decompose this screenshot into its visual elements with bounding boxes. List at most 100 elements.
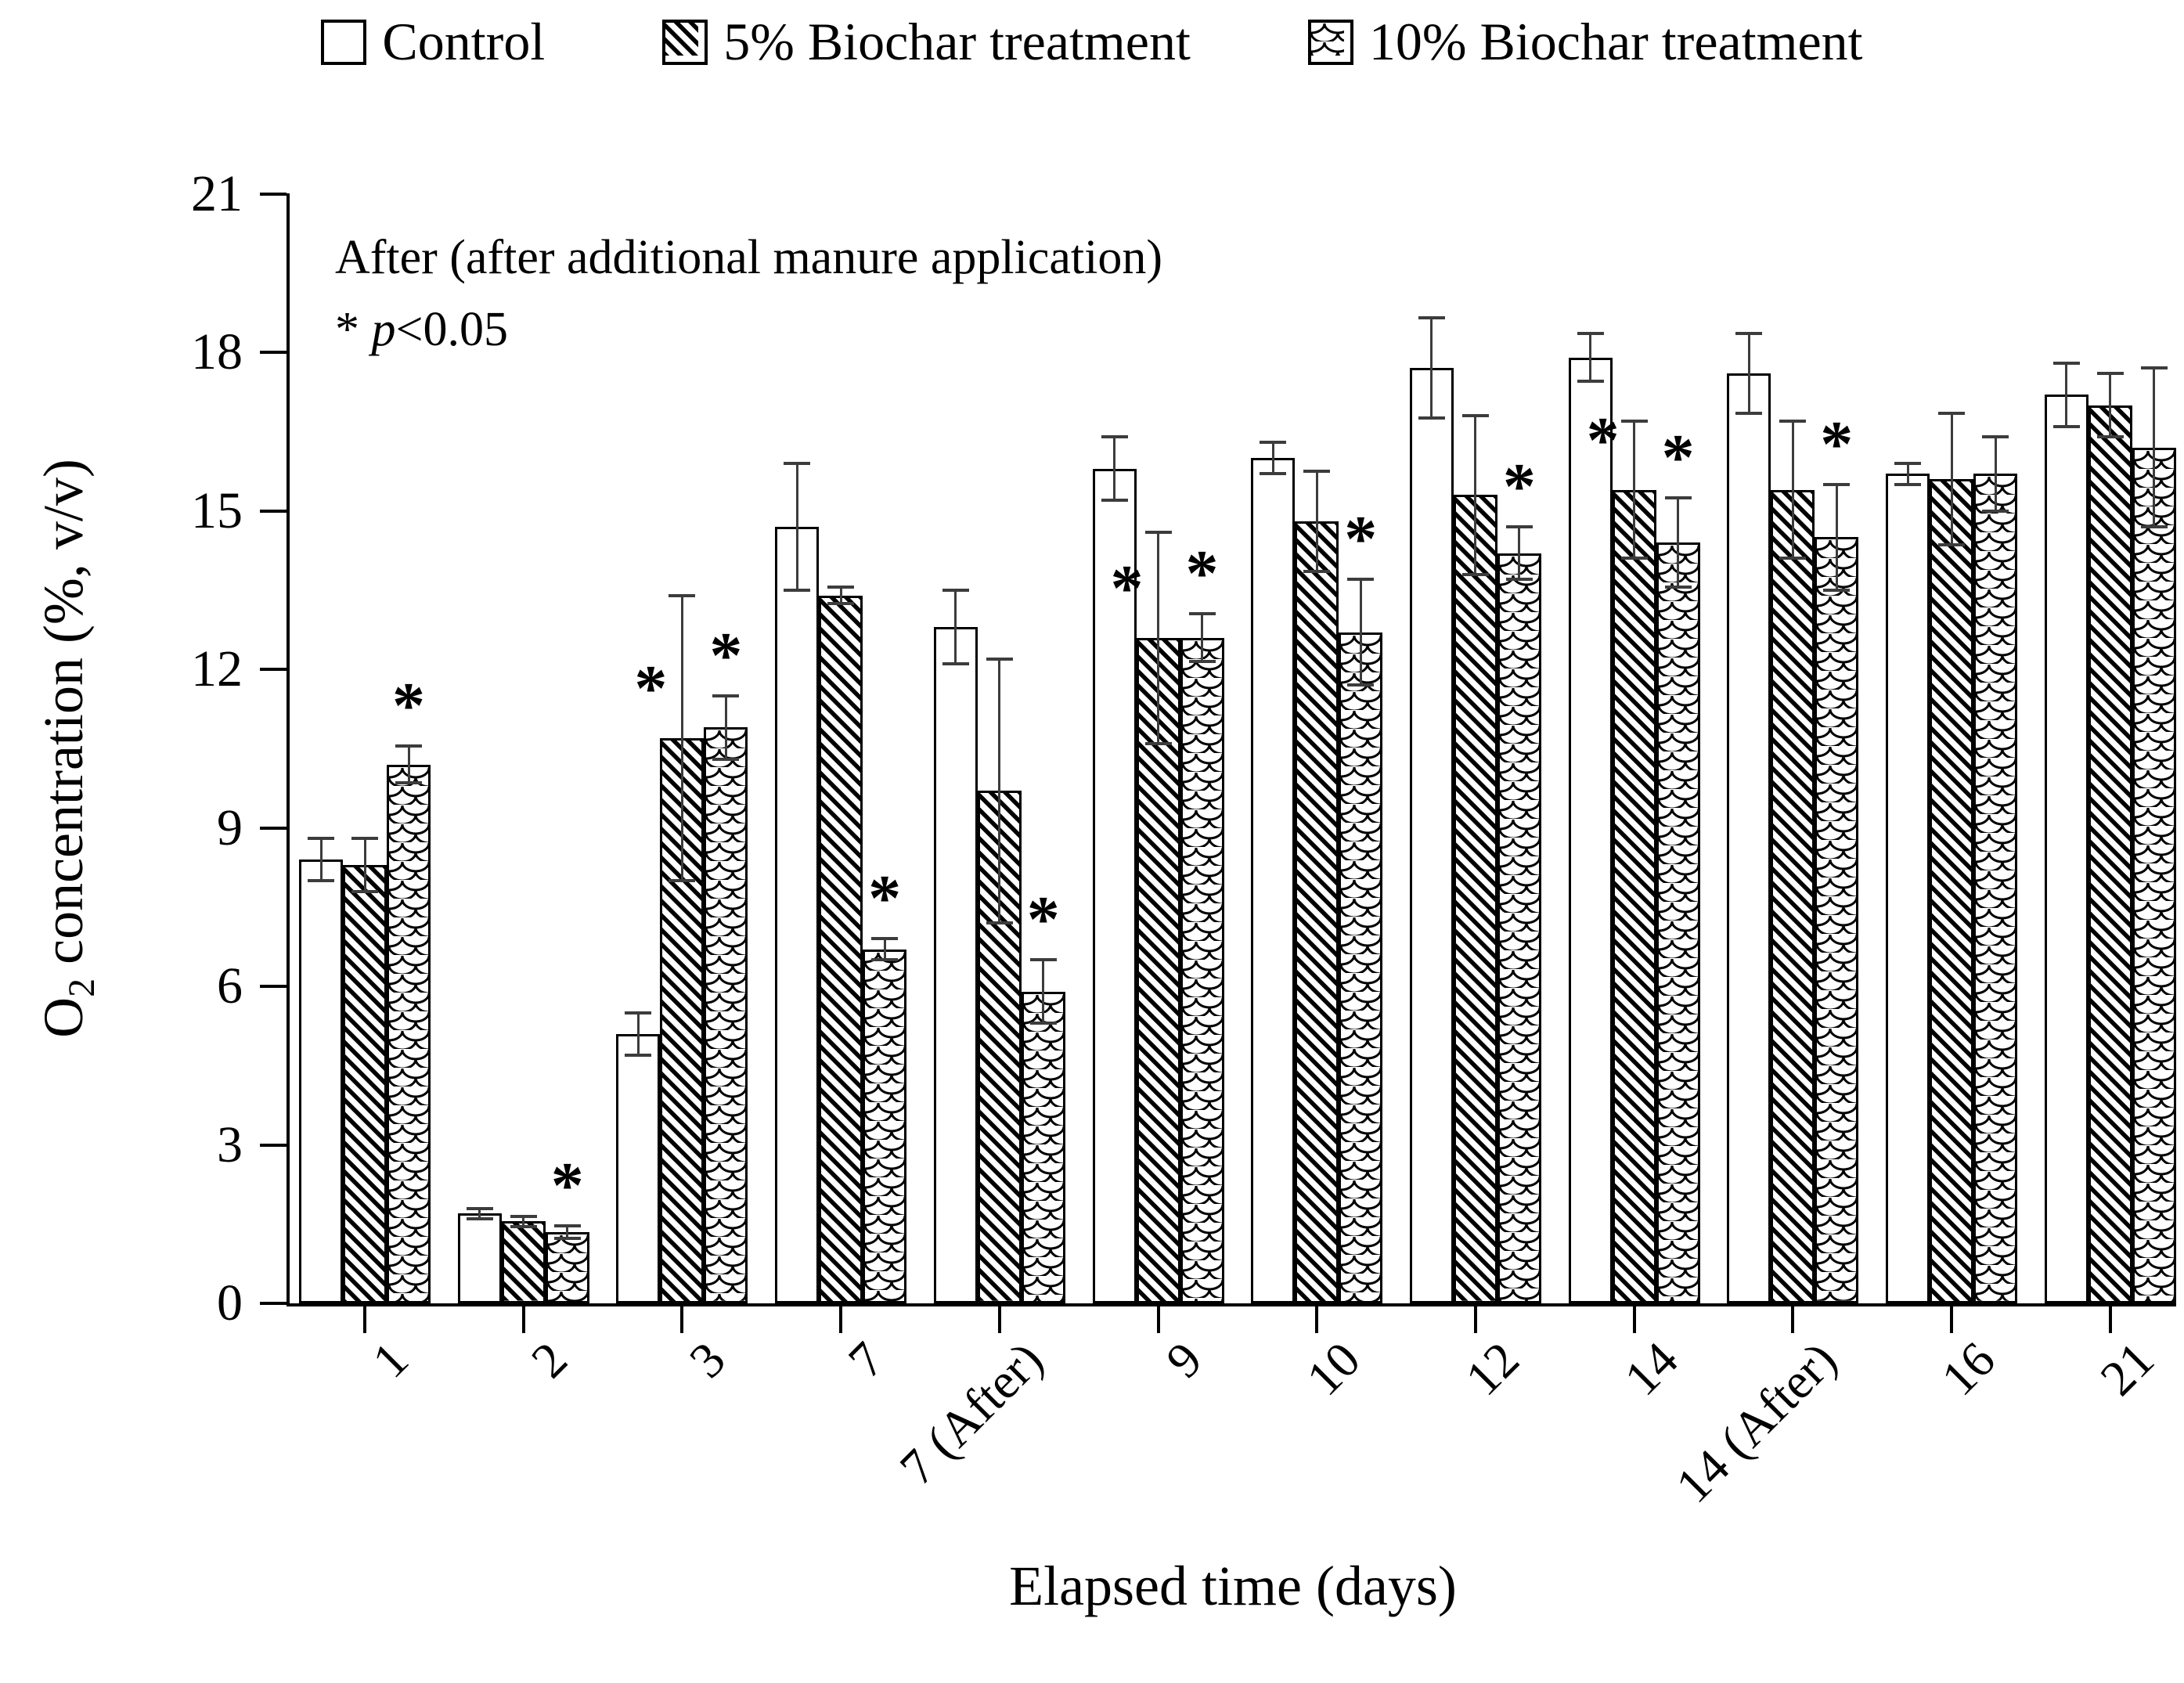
legend-item-5-biochar: 5% Biochar treatment	[662, 11, 1191, 73]
error-cap-bottom	[942, 662, 969, 666]
sig-star-10-biochar-treatment-day-12: *	[1502, 449, 1536, 523]
error-cap-top	[1188, 612, 1216, 616]
y-tick-label-6: 6	[217, 957, 243, 1014]
error-cap-top	[395, 744, 422, 748]
error-bar-control-day-3	[636, 1012, 640, 1055]
x-axis-line	[287, 1303, 2176, 1306]
bar-control-day-16	[1886, 474, 1930, 1303]
error-cap-top	[1347, 578, 1375, 582]
error-cap-bottom	[827, 601, 855, 605]
error-bar-5-biochar-treatment-day-1	[363, 838, 366, 892]
bar-10-biochar-treatment-day-9	[1180, 637, 1224, 1303]
x-tick-2	[521, 1303, 525, 1333]
y-tick-label-21: 21	[191, 164, 243, 222]
error-cap-top	[1260, 440, 1287, 444]
error-bar-control-day-10	[1271, 441, 1274, 474]
error-cap-bottom	[784, 588, 811, 592]
legend-label-control: Control	[382, 12, 546, 71]
error-cap-top	[1823, 482, 1851, 486]
x-tick-1	[363, 1303, 366, 1333]
error-cap-bottom	[625, 1053, 652, 1057]
legend-swatch-plain-icon	[321, 19, 367, 65]
error-bar-5-biochar-treatment-day-7	[839, 587, 842, 604]
bar-10-biochar-treatment-day-7	[863, 949, 907, 1303]
error-cap-bottom	[1735, 411, 1763, 415]
error-cap-top	[1418, 316, 1445, 320]
error-bar-control-day-16	[1906, 463, 1909, 485]
error-bar-10-biochar-treatment-day-1	[407, 745, 410, 784]
bar-control-day-14-after	[1727, 373, 1771, 1303]
error-cap-bottom	[1418, 416, 1445, 420]
error-bar-5-biochar-treatment-day-9	[1157, 532, 1159, 744]
error-bar-10-biochar-treatment-day-14-after	[1835, 484, 1838, 590]
error-cap-bottom	[1303, 570, 1331, 574]
error-cap-bottom	[1188, 659, 1216, 663]
error-cap-top	[1982, 435, 2009, 438]
error-cap-top	[2096, 372, 2124, 375]
error-bar-10-biochar-treatment-day-14	[1677, 497, 1680, 588]
error-cap-bottom	[2052, 424, 2080, 428]
error-cap-top	[1101, 435, 1128, 438]
error-cap-top	[1029, 958, 1057, 962]
y-tick-label-0: 0	[217, 1274, 243, 1332]
annotation-threshold: <0.05	[395, 302, 508, 356]
error-cap-bottom	[712, 757, 740, 761]
x-tick-16	[1950, 1303, 1953, 1333]
error-cap-bottom	[1823, 588, 1851, 592]
x-axis-title: Elapsed time (days)	[1009, 1555, 1457, 1617]
error-cap-top	[1779, 419, 1807, 423]
y-tick-18	[260, 351, 287, 354]
error-cap-top	[871, 937, 899, 941]
error-cap-bottom	[553, 1236, 581, 1240]
x-tick-label-text: 2	[520, 1331, 578, 1389]
error-cap-top	[1461, 414, 1489, 417]
x-tick-label-text: 3	[679, 1331, 737, 1389]
x-tick-7-after	[997, 1303, 1001, 1333]
sig-star-10-biochar-treatment-day-1: *	[392, 669, 425, 742]
error-cap-top	[1144, 530, 1172, 534]
y-tick-15	[260, 509, 287, 513]
bar-5-biochar-treatment-day-12	[1453, 495, 1497, 1303]
error-cap-bottom	[2140, 524, 2168, 528]
plot-annotation: After (after additional manure applicati…	[335, 222, 1162, 366]
x-tick-label-text: 10	[1296, 1331, 1371, 1407]
chart-legend: Control 5% Biochar treatment 10% Biochar…	[0, 11, 2184, 73]
error-bar-10-biochar-treatment-day-9	[1201, 614, 1203, 661]
x-tick-3	[680, 1303, 684, 1333]
error-cap-top	[1505, 524, 1533, 528]
x-tick-14-after	[1791, 1303, 1795, 1333]
bar-control-day-12	[1409, 368, 1454, 1303]
bar-10-biochar-treatment-day-1	[387, 764, 431, 1303]
y-tick-label-15: 15	[191, 481, 243, 539]
sig-star-10-biochar-treatment-day-7: *	[868, 862, 902, 935]
bar-5-biochar-treatment-day-14	[1612, 489, 1656, 1303]
error-bar-10-biochar-treatment-day-12	[1518, 526, 1521, 580]
y-axis-line	[287, 193, 290, 1306]
error-cap-top	[1894, 461, 1921, 465]
bar-control-day-14	[1568, 357, 1613, 1303]
x-tick-21	[2108, 1303, 2112, 1333]
error-bar-5-biochar-treatment-day-10	[1315, 470, 1318, 572]
error-cap-bottom	[669, 879, 696, 882]
error-bar-5-biochar-treatment-day-2	[522, 1216, 525, 1227]
bar-control-day-3	[616, 1033, 661, 1303]
error-cap-top	[553, 1224, 581, 1227]
y-tick-label-18: 18	[191, 323, 243, 380]
error-cap-top	[510, 1214, 537, 1218]
legend-label-10-biochar: 10% Biochar treatment	[1368, 12, 1863, 71]
legend-swatch-scales-icon	[1307, 19, 1353, 65]
bar-5-biochar-treatment-day-21	[2088, 405, 2132, 1303]
legend-label-5-biochar: 5% Biochar treatment	[723, 12, 1191, 71]
error-cap-bottom	[1577, 380, 1604, 384]
x-tick-label-text: 16	[1930, 1331, 2006, 1407]
error-bar-5-biochar-treatment-day-12	[1474, 416, 1477, 575]
sig-star-10-biochar-treatment-day-2: *	[550, 1148, 584, 1222]
bar-5-biochar-treatment-day-2	[501, 1221, 546, 1303]
bar-control-day-9	[1092, 468, 1137, 1303]
bar-10-biochar-treatment-day-10	[1339, 632, 1383, 1303]
error-bar-control-day-1	[319, 838, 323, 881]
bar-5-biochar-treatment-day-1	[343, 864, 387, 1303]
x-tick-10	[1315, 1303, 1319, 1333]
x-tick-14	[1632, 1303, 1636, 1333]
error-bar-10-biochar-treatment-day-10	[1359, 579, 1362, 686]
